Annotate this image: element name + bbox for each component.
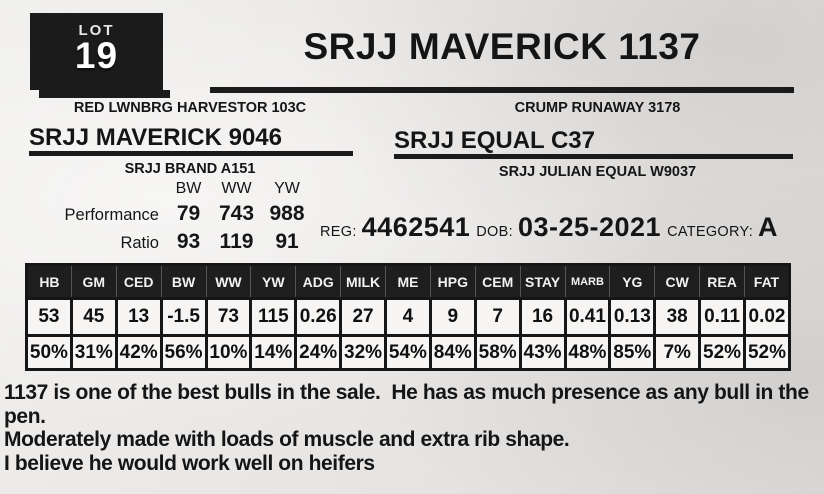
epd-value: 7: [473, 297, 522, 337]
reg-label: REG:: [320, 224, 357, 240]
epd-header: YW: [250, 264, 296, 300]
pedigree-dam-granddam: SRJJ JULIAN EQUAL W9037: [498, 164, 697, 180]
epd-percentile: 10%: [204, 334, 253, 371]
epd-value: 0.02: [743, 297, 791, 337]
epd-header: STAY: [519, 264, 565, 300]
ratio-yw: 91: [275, 230, 299, 253]
lot-box: LOT 19: [30, 13, 163, 90]
epd-percentile: 52%: [698, 334, 746, 371]
epd-value: 38: [653, 297, 702, 337]
performance-row-label: Performance: [64, 206, 159, 224]
epd-percentile: 14%: [249, 334, 298, 371]
epd-percentile: 56%: [159, 334, 208, 371]
epd-value-row: 53 45 13 -1.5 73 115 0.26 27 4 9 7 16 0.…: [25, 297, 791, 337]
title-rule: [210, 87, 794, 93]
category-label: CATEGORY:: [667, 224, 754, 240]
epd-value: 27: [339, 297, 387, 337]
epd-header: WW: [205, 264, 251, 300]
epd-header: BW: [160, 264, 206, 300]
dob-value: 03-25-2021: [517, 212, 662, 242]
performance-ww: 743: [218, 202, 255, 225]
epd-value: 73: [204, 297, 253, 337]
epd-value: 13: [114, 297, 163, 337]
epd-value: 0.41: [563, 297, 612, 337]
epd-header-row: HB GM CED BW WW YW ADG MILK ME HPG CEM S…: [26, 264, 790, 300]
epd-header: CEM: [474, 264, 521, 300]
epd-percentile: 31%: [69, 334, 118, 371]
epd-value: 0.11: [698, 297, 746, 337]
reg-number: 4462541: [361, 212, 471, 242]
performance-yw: 988: [269, 202, 305, 225]
epd-header: MARB: [564, 264, 610, 300]
performance-header-bw: BW: [175, 180, 202, 197]
epd-header: ME: [385, 264, 431, 300]
epd-header: CW: [654, 264, 700, 300]
pedigree-dam-grandsire: CRUMP RUNAWAY 3178: [514, 100, 681, 116]
epd-percentile: 50%: [25, 334, 73, 371]
epd-percentile: 52%: [743, 334, 791, 371]
epd-value: 53: [25, 297, 73, 337]
performance-header-ww: WW: [221, 180, 252, 197]
pedigree-sire-grandsire: RED LWNBRG HARVESTOR 103C: [73, 100, 307, 116]
pedigree-sire-name: SRJJ MAVERICK 9046: [29, 124, 282, 151]
pedigree-dam-name: SRJJ EQUAL C37: [394, 127, 595, 154]
epd-percentile: 7%: [653, 334, 702, 371]
epd-percentile: 58%: [473, 334, 522, 371]
epd-header: REA: [699, 264, 745, 300]
epd-header: ADG: [295, 264, 341, 300]
epd-value: 9: [428, 297, 477, 337]
notes-line: Moderately made with loads of muscle and…: [4, 428, 570, 451]
performance-block: BW WW YW Performance 79 743 988 Ratio 93…: [52, 180, 313, 254]
epd-percentile: 85%: [608, 334, 657, 371]
pedigree-sire-granddam: SRJJ BRAND A151: [124, 161, 256, 177]
performance-bw: 79: [176, 202, 201, 225]
dob-label: DOB:: [476, 224, 513, 240]
epd-percentile: 32%: [339, 334, 387, 371]
epd-percentile: 42%: [114, 334, 163, 371]
sale-notes: 1137 is one of the best bulls in the sal…: [4, 381, 812, 475]
epd-percentile: 84%: [428, 334, 477, 371]
epd-percentile: 48%: [563, 334, 612, 371]
epd-value: -1.5: [159, 297, 208, 337]
epd-value: 0.26: [294, 297, 343, 337]
epd-value: 115: [249, 297, 298, 337]
pedigree-dam-rule: [394, 154, 793, 159]
epd-header: GM: [70, 264, 117, 300]
registration-line: REG: 4462541 DOB: 03-25-2021 CATEGORY: A: [320, 212, 778, 243]
lot-label: LOT: [78, 22, 115, 39]
notes-line: I believe he would work well on heifers: [4, 451, 375, 475]
epd-table: HB GM CED BW WW YW ADG MILK ME HPG CEM S…: [25, 263, 791, 371]
epd-header: YG: [609, 264, 655, 300]
epd-header: HB: [26, 264, 72, 300]
epd-percentile: 24%: [294, 334, 343, 371]
ratio-row-label: Ratio: [120, 234, 159, 252]
epd-header: FAT: [744, 264, 790, 300]
category-value: A: [758, 212, 779, 242]
lot-number: 19: [74, 35, 119, 76]
performance-header-yw: YW: [274, 180, 300, 197]
epd-value: 45: [69, 297, 118, 337]
epd-header: CED: [115, 264, 162, 300]
epd-value: 0.13: [608, 297, 657, 337]
epd-header: HPG: [429, 264, 476, 300]
notes-line: 1137 is one of the best bulls in the sal…: [4, 381, 815, 428]
page-title: SRJJ MAVERICK 1137: [303, 26, 701, 67]
epd-percentile: 43%: [518, 334, 567, 371]
epd-value: 4: [384, 297, 432, 337]
pedigree-sire-rule: [29, 151, 353, 156]
ratio-ww: 119: [219, 230, 254, 253]
epd-header: MILK: [340, 264, 386, 300]
epd-percentile-row: 50% 31% 42% 56% 10% 14% 24% 32% 54% 84% …: [25, 334, 791, 371]
ratio-bw: 93: [176, 230, 201, 253]
epd-value: 16: [518, 297, 567, 337]
epd-percentile: 54%: [384, 334, 432, 371]
lot-box-shadow: [39, 90, 170, 98]
